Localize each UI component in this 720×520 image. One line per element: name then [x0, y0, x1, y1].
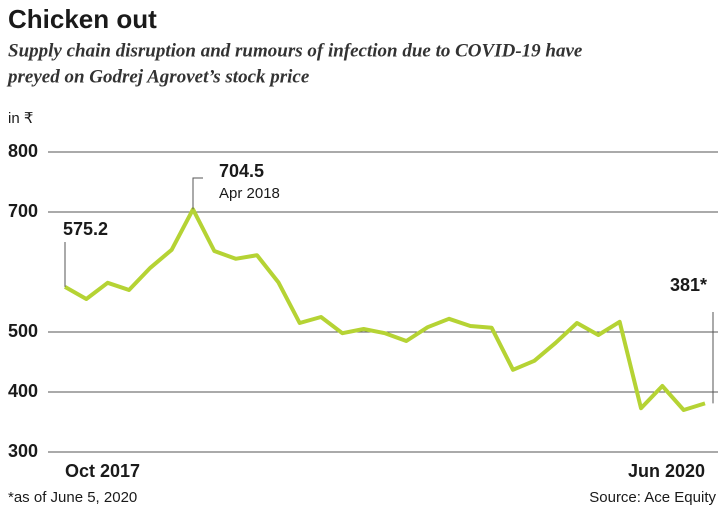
y-tick-label: 700	[8, 201, 38, 221]
source: Source: Ace Equity	[589, 489, 716, 506]
chart-title: Chicken out	[8, 4, 157, 34]
line	[64, 207, 706, 412]
annotation-sub: Apr 2018	[219, 185, 280, 202]
y-tick-label: 400	[8, 381, 38, 401]
annotation: 704.5	[219, 161, 264, 181]
y-tick-label: 300	[8, 441, 38, 461]
annotation: 575.2	[63, 219, 108, 239]
y-axis-label: in ₹	[8, 110, 33, 127]
leader-line	[192, 177, 203, 210]
annotation: 381*	[670, 275, 707, 295]
x-tick-label: Oct 2017	[65, 461, 140, 481]
footnote: *as of June 5, 2020	[8, 489, 137, 506]
x-tick-label: Jun 2020	[628, 461, 705, 481]
subtitle: preyed on Godrej Agrovet’s stock price	[6, 66, 310, 87]
subtitle: Supply chain disruption and rumours of i…	[8, 40, 583, 61]
y-tick-label: 500	[8, 321, 38, 341]
y-tick-label: 800	[8, 141, 38, 161]
